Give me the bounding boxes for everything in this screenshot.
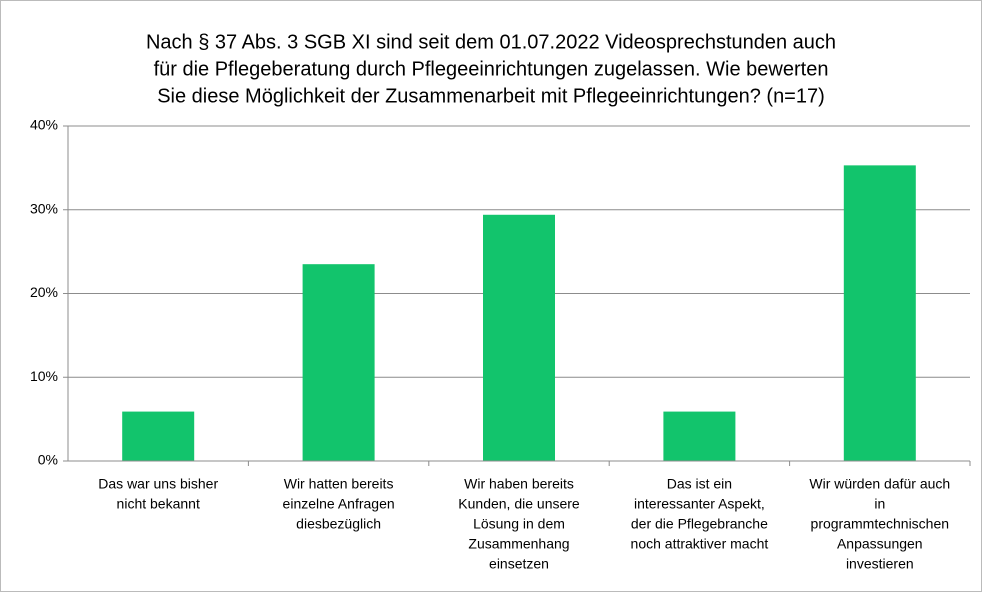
x-tick-label: Das war uns bisher	[98, 476, 218, 492]
y-tick-label: 0%	[38, 452, 58, 468]
x-tick-label: nicht bekannt	[117, 496, 200, 512]
chart-title: Nach § 37 Abs. 3 SGB XI sind seit dem 01…	[146, 31, 836, 53]
x-tick-label: der die Pflegebranche	[631, 516, 768, 532]
x-tick-label: Wir würden dafür auch	[809, 476, 950, 492]
chart-title: für die Pflegeberatung durch Pflegeeinri…	[154, 58, 829, 80]
x-tick-label: Kunden, die unsere	[458, 496, 580, 512]
x-tick-label: Wir hatten bereits	[284, 476, 394, 492]
bar	[663, 411, 736, 461]
x-tick-label: einsetzen	[489, 556, 549, 572]
bar	[302, 264, 375, 461]
y-tick-label: 20%	[30, 284, 58, 300]
x-tick-label: Wir haben bereits	[464, 476, 574, 492]
bar	[843, 165, 916, 462]
bar	[122, 411, 195, 461]
x-tick-label: Lösung in dem	[473, 516, 565, 532]
x-tick-label: investieren	[846, 556, 914, 572]
y-tick-label: 10%	[30, 368, 58, 384]
x-tick-label: in	[874, 496, 885, 512]
y-tick-label: 40%	[30, 117, 58, 133]
x-tick-label: interessanter Aspekt,	[634, 496, 765, 512]
x-tick-label: Zusammenhang	[468, 536, 569, 552]
x-tick-label: diesbezüglich	[296, 516, 381, 532]
x-tick-label: noch attraktiver macht	[631, 536, 769, 552]
bar	[483, 214, 555, 461]
x-tick-label: Anpassungen	[837, 536, 923, 552]
x-tick-label: programmtechnischen	[811, 516, 950, 532]
x-tick-label: Das ist ein	[667, 476, 732, 492]
x-tick-label: einzelne Anfragen	[283, 496, 395, 512]
chart-title: Sie diese Möglichkeit der Zusammenarbeit…	[157, 85, 825, 107]
y-tick-label: 30%	[30, 200, 58, 216]
